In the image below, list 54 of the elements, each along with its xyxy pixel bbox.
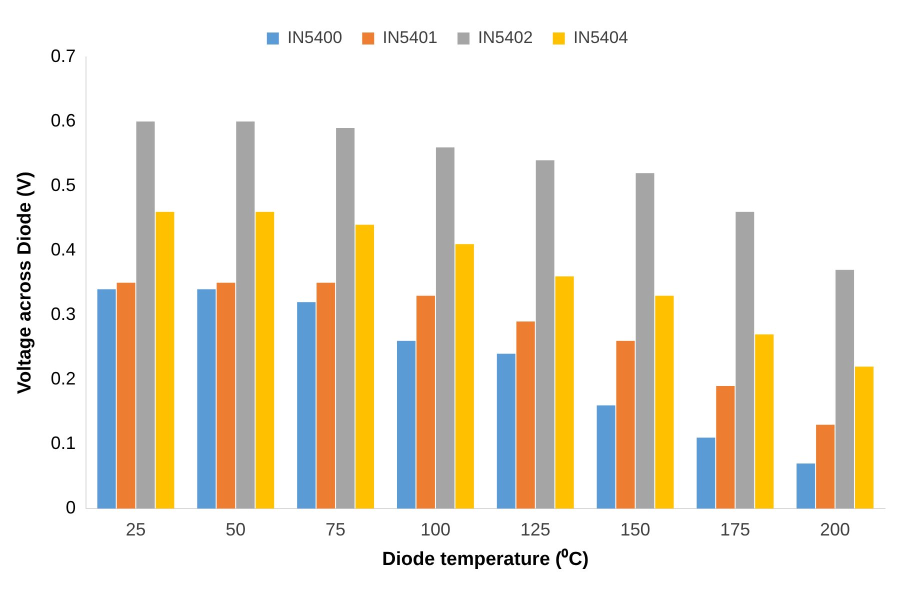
y-tick-label: 0.5 [50, 174, 76, 195]
bar [356, 224, 374, 509]
x-tick-label: 25 [126, 519, 146, 540]
x-tick-label: 75 [326, 519, 346, 540]
y-tick-label: 0.6 [50, 110, 76, 130]
bar [716, 386, 735, 509]
bar [197, 289, 216, 509]
bar [97, 289, 116, 509]
x-axis-title: Diode temperature (⁰C) [382, 548, 589, 570]
bar [816, 424, 835, 509]
x-tick-label: 100 [420, 519, 450, 540]
y-tick-label: 0.3 [50, 304, 76, 324]
bar [116, 282, 136, 509]
x-tick-label: 175 [720, 519, 750, 540]
bar [156, 212, 174, 509]
bar [316, 282, 336, 509]
bar [396, 340, 416, 509]
bar [536, 160, 554, 509]
bar [836, 270, 854, 509]
bar [236, 122, 255, 509]
legend-label: IN5401 [382, 28, 438, 48]
legend-label: IN5402 [478, 28, 533, 48]
bar [555, 276, 574, 509]
bar [755, 334, 774, 509]
bar [455, 244, 474, 509]
y-tick-label: 0 [66, 498, 76, 518]
y-tick-label: 0.4 [50, 240, 76, 260]
bar [655, 296, 674, 509]
legend-label: IN5404 [573, 28, 628, 48]
y-tick-label: 0.1 [50, 433, 76, 454]
bar [336, 128, 355, 509]
bar [416, 296, 435, 509]
x-tick-label: 150 [620, 519, 650, 540]
y-tick-label: 0.7 [50, 46, 76, 66]
y-axis-title: Voltage across Diode (V) [14, 172, 36, 394]
x-tick-label: 125 [520, 519, 550, 540]
x-tick-label: 200 [820, 519, 850, 540]
bar [855, 366, 874, 509]
bar [297, 302, 316, 509]
bar [256, 212, 274, 509]
bar [216, 282, 236, 509]
bar [516, 322, 535, 509]
bar [436, 147, 454, 509]
legend-label: IN5400 [287, 28, 342, 48]
bar [696, 438, 716, 509]
bar [596, 405, 616, 509]
bar [136, 122, 155, 509]
bar [616, 340, 635, 509]
y-tick-label: 0.2 [50, 368, 76, 389]
bar [496, 354, 516, 509]
bar [636, 173, 654, 509]
bar [796, 463, 816, 509]
x-tick-label: 50 [226, 519, 246, 540]
bar [736, 212, 754, 509]
